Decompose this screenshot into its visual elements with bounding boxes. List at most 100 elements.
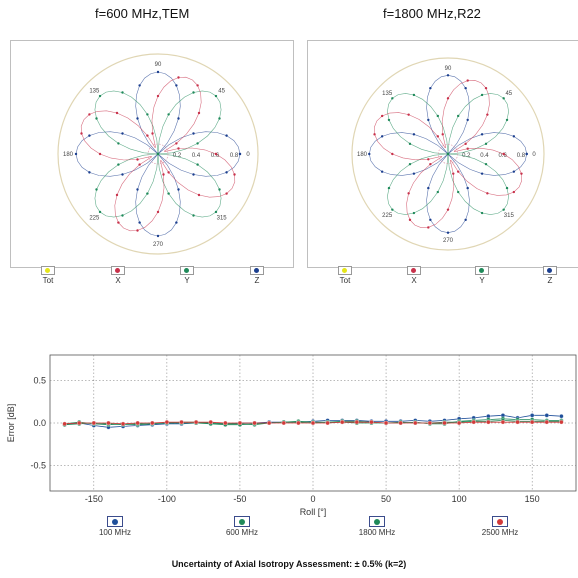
polar-point xyxy=(167,113,170,116)
polar-angle-label: 225 xyxy=(89,216,100,222)
polar-point xyxy=(512,190,516,194)
polar-point xyxy=(136,229,139,232)
polar-radial-label: 0.8 xyxy=(517,153,526,159)
polar-point xyxy=(429,86,432,90)
series-point xyxy=(471,420,476,425)
polar-point xyxy=(197,193,201,197)
series-point xyxy=(267,420,272,426)
frequency-legend-item: 100 MHz xyxy=(95,516,135,537)
polar-point xyxy=(95,188,98,191)
polar-point xyxy=(380,114,384,118)
legend-swatch xyxy=(250,266,264,275)
legend-swatch xyxy=(369,516,385,527)
series-point xyxy=(456,420,462,426)
polar-radial-label: 0.8 xyxy=(230,153,239,159)
x-axis-label: Roll [°] xyxy=(300,507,327,517)
polar-point xyxy=(429,162,432,166)
polar-radial-label: 0.4 xyxy=(480,153,489,159)
polar-point xyxy=(480,93,484,97)
polar-legend-item: Y xyxy=(470,266,494,285)
polar-point xyxy=(196,142,199,145)
polar-point xyxy=(192,91,195,94)
polar-angle-label: 225 xyxy=(382,213,393,219)
polar-point xyxy=(88,134,91,137)
polar-angle-label: 0 xyxy=(532,152,536,158)
frequency-legend-item: 2500 MHz xyxy=(480,516,520,537)
series-point xyxy=(310,420,316,426)
polar-point xyxy=(436,135,440,138)
polar-legend-item: Y xyxy=(175,266,199,285)
polar-point xyxy=(441,133,444,136)
polar-point xyxy=(156,70,160,74)
polar-point xyxy=(136,188,139,191)
polar-point xyxy=(512,170,516,173)
polar-point xyxy=(407,192,410,195)
polar-point xyxy=(412,211,416,215)
polar-point xyxy=(197,111,201,115)
polar-point xyxy=(225,192,228,195)
polar-point xyxy=(512,135,516,138)
series-point xyxy=(252,420,257,426)
polar-point xyxy=(98,152,102,156)
polar-tot-ring xyxy=(147,143,169,165)
polar-point xyxy=(177,147,180,150)
polar-point xyxy=(146,113,149,116)
polar-point xyxy=(456,190,460,194)
polar-point xyxy=(121,173,124,176)
polar-point xyxy=(115,111,119,115)
series-point xyxy=(237,420,243,426)
series-point xyxy=(208,420,213,425)
polar-point xyxy=(146,134,149,137)
polar-point xyxy=(238,152,242,156)
polar-point xyxy=(429,218,432,222)
polar-point xyxy=(456,170,460,173)
polar-angle-label: 0 xyxy=(246,152,250,158)
series-point xyxy=(530,420,535,425)
legend-swatch xyxy=(543,266,557,275)
polar-point xyxy=(175,221,178,224)
polar-point xyxy=(502,152,505,156)
axial-isotropy-error-chart: -150 -100 -50 0 50 100 150 0.5 0.0 -0.5 Roll [°] Er… xyxy=(6,354,577,517)
polar-point xyxy=(233,173,236,176)
frequency-legend-item: 600 MHz xyxy=(222,516,262,537)
series-point xyxy=(91,420,96,426)
polar-angle-label: 45 xyxy=(218,88,225,94)
uncertainty-footnote: Uncertainty of Axial Isotropy Assessment… xyxy=(171,559,407,569)
legend-swatch xyxy=(107,516,123,527)
polar-angle-label: 315 xyxy=(504,213,515,219)
polar-angle-label: 90 xyxy=(445,66,452,72)
polar-legend-item: Tot xyxy=(36,266,60,285)
frequency-legend-item: 1800 MHz xyxy=(357,516,397,537)
polar-point xyxy=(88,171,91,174)
polar-point xyxy=(95,117,98,120)
legend-label: Y xyxy=(184,276,190,285)
left-polar-title: f=600 MHz,TEM xyxy=(95,6,190,21)
left-polar-chart: 90 45 0 315 270 225 180 135 0.2 0.4 0.6 0.8 xyxy=(57,53,259,255)
polar-point xyxy=(502,208,505,211)
polar-point xyxy=(196,84,199,87)
legend-label: Z xyxy=(254,276,260,285)
legend-label: Tot xyxy=(42,276,54,285)
polar-point xyxy=(480,133,484,136)
polar-angle-label: 315 xyxy=(217,216,228,222)
polar-point xyxy=(446,231,450,234)
polar-point xyxy=(466,186,469,190)
polar-point xyxy=(408,218,412,222)
polar-radial-label: 0.6 xyxy=(211,153,220,159)
legend-swatch xyxy=(41,266,55,275)
y-tick-label: 0.0 xyxy=(33,418,46,428)
x-tick-label: -100 xyxy=(158,494,176,504)
polar-point xyxy=(484,142,488,146)
x-tick-label: 150 xyxy=(525,494,540,504)
polar-point xyxy=(391,208,394,211)
polar-point xyxy=(391,152,394,156)
polar-angle-label: 180 xyxy=(357,152,368,158)
polar-point xyxy=(162,173,165,176)
polar-point xyxy=(136,158,139,161)
series-point xyxy=(354,420,359,425)
polar-angle-label: 270 xyxy=(153,242,164,248)
polar-point xyxy=(525,152,528,156)
polar-radial-label: 0.4 xyxy=(192,153,201,159)
legend-swatch xyxy=(180,266,194,275)
polar-angle-label: 90 xyxy=(155,62,162,68)
